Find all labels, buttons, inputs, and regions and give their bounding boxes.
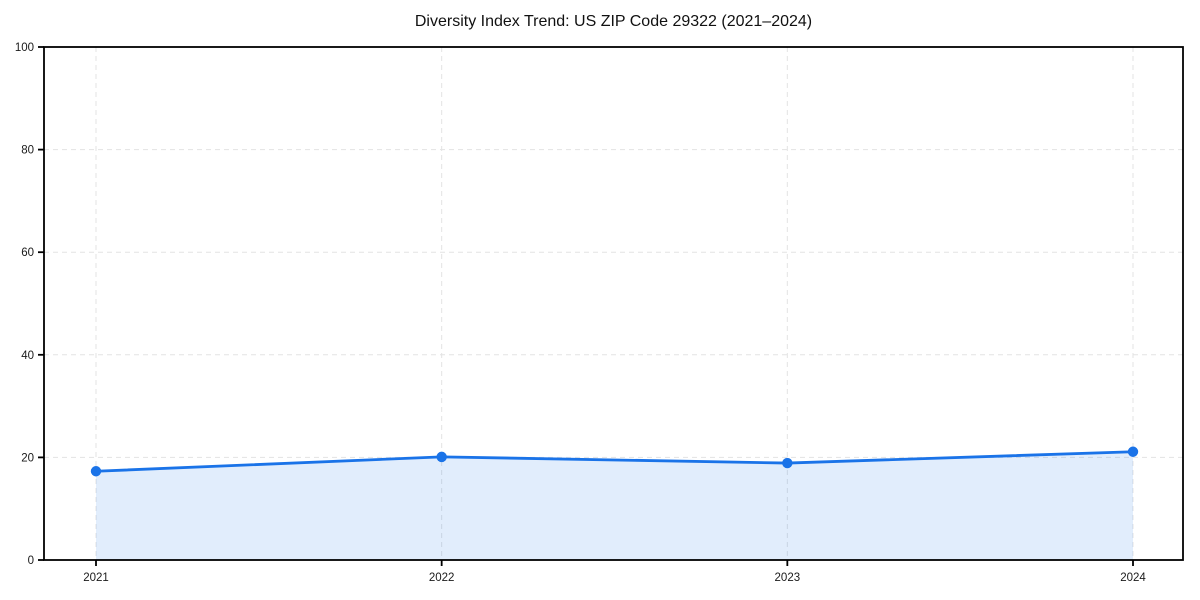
data-point-2022	[436, 451, 447, 463]
y-tick-label: 40	[21, 350, 34, 362]
x-tick-label: 2023	[775, 572, 801, 584]
x-tick-label: 2022	[429, 572, 455, 584]
y-tick-label: 60	[21, 247, 34, 259]
chart-title: Diversity Index Trend: US ZIP Code 29322…	[414, 13, 813, 30]
data-point-2021	[90, 466, 102, 477]
data-point-2024	[1127, 446, 1139, 457]
x-tick-label: 2021	[83, 572, 109, 584]
axis-frame	[43, 46, 1184, 561]
trend-line	[94, 450, 1135, 473]
x-tick-label: 2024	[1120, 572, 1146, 584]
y-tick-label: 0	[28, 555, 34, 567]
data-point-2023	[782, 457, 793, 469]
area-fill	[96, 451, 1133, 560]
y-tick-label: 20	[21, 452, 34, 464]
y-tick-label: 100	[15, 42, 34, 54]
y-tick-label: 80	[21, 145, 34, 157]
